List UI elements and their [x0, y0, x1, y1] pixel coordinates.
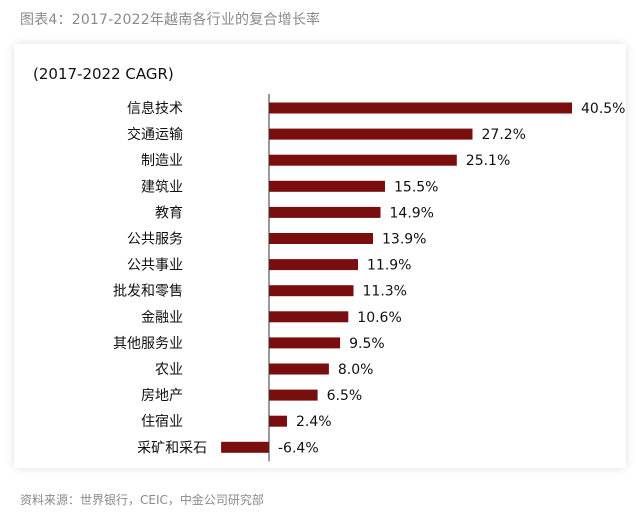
category-label-13: 采矿和采石	[137, 440, 207, 456]
bar-chart: (2017-2022 CAGR) 信息技术交通运输制造业建筑业教育公共服务公共事…	[33, 65, 625, 462]
bars-group	[221, 102, 572, 453]
value-label-7: 11.3%	[363, 284, 407, 300]
category-label-6: 公共事业	[127, 258, 183, 274]
category-label-1: 交通运输	[127, 126, 183, 143]
value-label-8: 10.6%	[357, 310, 401, 326]
category-label-2: 制造业	[141, 153, 183, 169]
category-label-9: 其他服务业	[113, 336, 183, 352]
value-label-13: -6.4%	[278, 440, 319, 456]
category-label-7: 批发和零售	[113, 284, 183, 300]
bar-8	[269, 311, 349, 323]
category-labels-group: 信息技术交通运输制造业建筑业教育公共服务公共事业批发和零售金融业其他服务业农业房…	[113, 100, 207, 456]
value-label-11: 6.5%	[327, 388, 363, 404]
category-label-11: 房地产	[141, 388, 183, 404]
source-note: 资料来源：世界银行，CEIC，中金公司研究部	[20, 493, 264, 507]
bar-7	[269, 285, 354, 297]
bar-1	[269, 128, 473, 140]
category-label-4: 教育	[155, 205, 183, 221]
category-label-12: 住宿业	[141, 413, 183, 430]
bar-9	[269, 337, 341, 349]
bar-13	[221, 441, 269, 453]
category-label-3: 建筑业	[141, 179, 183, 195]
bar-10	[269, 363, 329, 375]
chart-subtitle: (2017-2022 CAGR)	[33, 65, 174, 83]
value-label-2: 25.1%	[466, 153, 510, 169]
bar-0	[269, 102, 572, 114]
category-label-10: 农业	[155, 362, 183, 378]
value-labels-group: 40.5% 27.2% 25.1% 15.5% 14.9% 13.9% 11.9% 11.3%…	[278, 101, 625, 456]
value-label-5: 13.9%	[382, 232, 426, 248]
value-label-4: 14.9%	[390, 205, 434, 221]
chart-panel: (2017-2022 CAGR) 信息技术交通运输制造业建筑业教育公共服务公共事…	[14, 44, 626, 468]
bar-3	[269, 180, 385, 192]
value-label-10: 8.0%	[338, 362, 374, 378]
bar-12	[269, 415, 287, 427]
category-label-8: 金融业	[141, 310, 183, 326]
value-label-0: 40.5%	[581, 101, 625, 117]
bar-5	[269, 233, 373, 244]
category-label-0: 信息技术	[127, 100, 183, 117]
bar-6	[269, 259, 358, 271]
value-label-12: 2.4%	[296, 414, 332, 430]
value-label-9: 9.5%	[349, 336, 385, 352]
bar-4	[269, 206, 381, 218]
category-label-5: 公共服务	[127, 232, 183, 248]
bar-2	[269, 154, 457, 166]
value-label-6: 11.9%	[367, 258, 411, 274]
figure-title: 图表4：2017-2022年越南各行业的复合增长率	[20, 12, 321, 28]
value-label-1: 27.2%	[482, 127, 526, 143]
value-label-3: 15.5%	[394, 179, 438, 195]
bar-11	[269, 389, 318, 401]
